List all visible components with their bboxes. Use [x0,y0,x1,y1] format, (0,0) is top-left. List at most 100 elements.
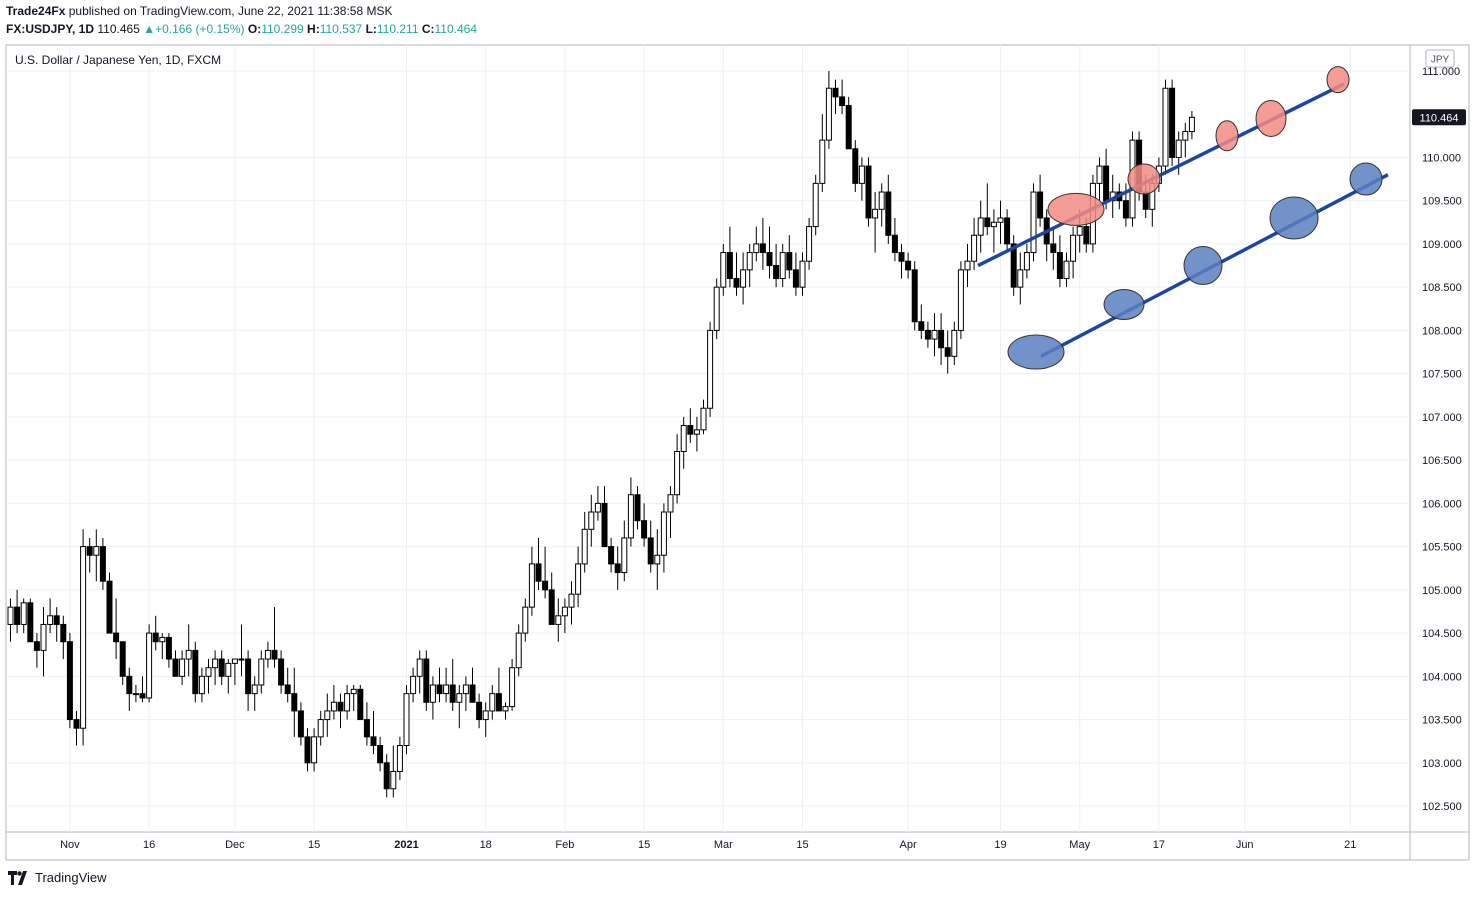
candle-body [1070,234,1077,262]
candle-body [113,632,120,643]
candle-body [720,252,727,288]
candle-body [278,658,285,686]
author-name[interactable]: Trade24Fx [6,4,66,18]
time-tick-label: Nov [60,839,80,851]
price-tick-label: 105.500 [1422,542,1462,554]
candle-body [1175,139,1182,158]
last-price: 110.465 [97,22,140,36]
candle-body [14,606,21,625]
candle-body [251,684,258,695]
candle-body [674,450,681,496]
candle-body [984,217,991,228]
up-arrow-icon: ▲ [143,22,156,36]
candle-body [1182,130,1189,141]
time-tick-label: May [1069,839,1090,851]
candle-body [509,667,516,708]
candle-body [383,762,390,790]
candle-body [47,615,54,625]
candle-body [726,252,733,280]
time-tick-label: Feb [555,839,574,851]
candle-body [146,632,153,699]
candle-body [462,684,469,695]
candle-body [344,693,351,712]
symbol-label[interactable]: FX:USDJPY, 1D [6,22,95,36]
candle-body [1083,226,1090,245]
candle-body [324,710,331,721]
time-tick-label: 15 [308,839,320,851]
time-tick-label: Apr [900,839,917,851]
candle-body [528,563,535,608]
candle-body [898,252,905,262]
candle-body [594,502,601,513]
candle-body [660,511,667,556]
candle-body [7,606,14,625]
current-price-tag: 110.464 [1412,109,1466,126]
candle-body [390,770,397,790]
candle-body [1142,191,1149,210]
price-axis[interactable]: 111.000 110.000 109.500 109.000 108.500 108.0… [1422,66,1462,813]
candle-body [713,286,720,331]
candle-body [225,662,232,677]
candle-body [1162,87,1169,167]
candle-body [337,701,344,712]
support-touch-marker [1103,288,1145,320]
time-tick-label: Dec [225,839,245,851]
candle-body [198,675,205,695]
candle-body [179,658,186,677]
candle-body [779,252,786,280]
tradingview-logo[interactable]: TradingView [8,870,107,885]
candle-body [832,87,839,98]
candle-body [1017,269,1024,288]
candle-body [522,606,529,634]
high-label: H: [307,22,320,36]
candle-body [687,425,694,435]
candle-body [773,265,780,280]
low-value: 110.211 [376,22,419,36]
time-tick-label: 21 [1344,839,1356,851]
time-tick-label: Jun [1236,839,1254,851]
candle-body [456,693,463,703]
candle-body [119,641,126,677]
candle-body [410,675,417,695]
candle-body [878,191,885,210]
candle-body [53,615,60,625]
candle-body [858,165,865,184]
candle-body [27,602,34,643]
candle-body [165,636,172,660]
candle-body [185,649,192,660]
time-tick-label: 15 [796,839,808,851]
candle-body [436,684,443,695]
candle-body [990,221,997,228]
candle-body [746,252,753,271]
price-tick-label: 109.000 [1422,239,1462,251]
candle-body [297,710,304,738]
chart-title: U.S. Dollar / Japanese Yen, 1D, FXCM [15,53,221,67]
candle-body [502,706,509,712]
candle-body [1056,252,1063,280]
candle-body [33,641,40,651]
price-tick-label: 107.000 [1422,412,1462,424]
price-tick-label: 106.000 [1422,498,1462,510]
candle-body [212,658,219,669]
candle-body [152,632,159,643]
candle-body [641,520,648,539]
low-label: L: [365,22,377,36]
candle-body [363,719,370,738]
candle-body [515,632,522,669]
candle-body [370,736,377,747]
candle-body [469,684,476,703]
time-axis[interactable]: Nov 16 Dec 15 2021 18 Feb 15 Mar 15 Apr 19 May 17 Jun 2… [60,839,1356,851]
candle-body [964,260,971,271]
close-value: 110.464 [434,22,478,36]
price-tick-label: 110.000 [1422,152,1461,164]
candle-body [1037,191,1044,219]
price-tick-label: 111.000 [1422,66,1460,78]
candle-body [1076,226,1083,236]
candle-body [568,593,575,608]
price-tick-label: 106.500 [1422,455,1462,467]
candle-body [740,269,747,288]
candle-body [489,693,496,712]
candle-body [1188,116,1195,133]
candle-body [905,260,912,271]
